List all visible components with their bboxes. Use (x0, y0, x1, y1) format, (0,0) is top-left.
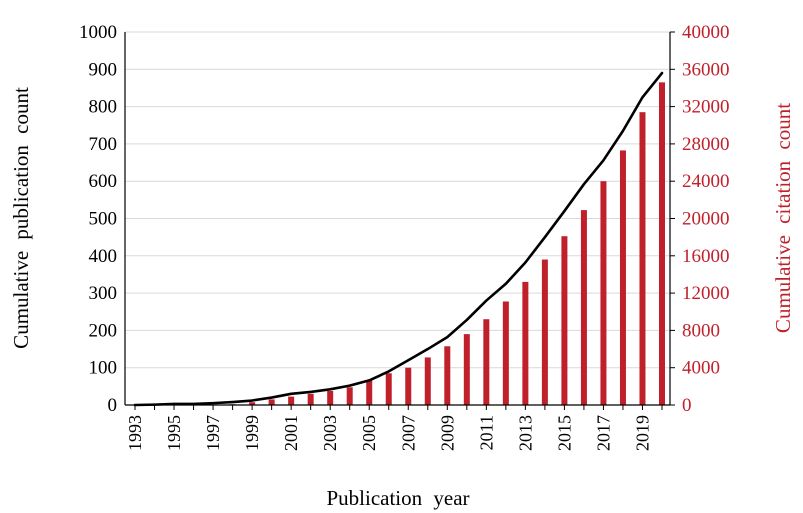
citation-bar (424, 357, 431, 405)
x-tick-label: 2007 (398, 415, 418, 451)
left-tick-label: 800 (89, 97, 118, 118)
right-tick-label: 20000 (682, 209, 730, 230)
x-tick-label: 2009 (437, 415, 457, 451)
citation-bar (346, 387, 353, 405)
citation-bar (619, 150, 626, 405)
right-tick-label: 36000 (682, 59, 730, 80)
left-tick-label: 1000 (79, 22, 117, 43)
right-tick-label: 16000 (682, 246, 730, 267)
tick-labels: 0 100 200 300 400 500 600 700 800 900 1000 0 4000 800… (79, 22, 730, 451)
x-tick-label: 1997 (203, 415, 223, 451)
x-tick-label: 2003 (320, 415, 340, 451)
citation-bar (268, 399, 275, 405)
left-tick-label: 400 (89, 246, 118, 267)
x-tick-label: 2005 (359, 415, 379, 451)
x-tick-label: 1995 (164, 415, 184, 451)
left-tick-label: 100 (89, 358, 118, 379)
citation-bar (522, 281, 529, 405)
x-tick-label: 2017 (593, 415, 613, 451)
right-axis-label: Cumulative citation count (771, 103, 795, 333)
x-tick-label: 1999 (242, 415, 262, 451)
right-tick-label: 0 (682, 395, 692, 416)
left-tick-label: 700 (89, 134, 118, 155)
left-tick-label: 200 (89, 320, 118, 341)
right-tick-label: 32000 (682, 97, 730, 118)
citation-bar (366, 379, 373, 405)
citation-bar (249, 402, 256, 405)
citation-bar (580, 210, 587, 405)
right-tick-label: 12000 (682, 283, 730, 304)
citation-bar (483, 319, 490, 405)
left-axis-label: Cumulative publication count (9, 87, 33, 349)
citation-bar (327, 391, 334, 405)
x-tick-label: 2001 (281, 415, 301, 451)
left-tick-label: 900 (89, 59, 118, 80)
citation-bar (561, 236, 568, 405)
citation-bar (288, 396, 295, 405)
right-tick-label: 4000 (682, 358, 720, 379)
citation-bar (307, 393, 314, 405)
x-tick-label: 2011 (476, 415, 496, 450)
citation-bar (444, 346, 451, 405)
right-tick-label: 40000 (682, 22, 730, 43)
publication-line (133, 71, 664, 407)
left-tick-label: 500 (89, 209, 118, 230)
right-tick-label: 28000 (682, 134, 730, 155)
citation-bar (600, 181, 607, 405)
citation-bar (463, 334, 470, 405)
x-tick-label: 1993 (125, 415, 145, 451)
citation-bar (659, 82, 665, 405)
x-axis-label: Publication year (326, 486, 469, 510)
left-tick-label: 600 (89, 171, 118, 192)
citation-bars (229, 82, 665, 405)
right-tick-label: 24000 (682, 171, 730, 192)
x-tick-label: 2015 (554, 415, 574, 451)
citation-bar (541, 259, 548, 405)
axes (124, 31, 675, 410)
left-tick-label: 300 (89, 283, 118, 304)
citation-bar (502, 301, 509, 405)
citation-bar (385, 373, 392, 405)
citation-bar (639, 112, 646, 405)
gridlines (125, 31, 670, 369)
citation-bar (405, 367, 412, 405)
publication-count-line (133, 71, 664, 407)
right-tick-label: 8000 (682, 320, 720, 341)
x-tick-label: 2013 (515, 415, 535, 451)
left-tick-label: 0 (108, 395, 118, 416)
x-tick-label: 2019 (632, 415, 652, 451)
